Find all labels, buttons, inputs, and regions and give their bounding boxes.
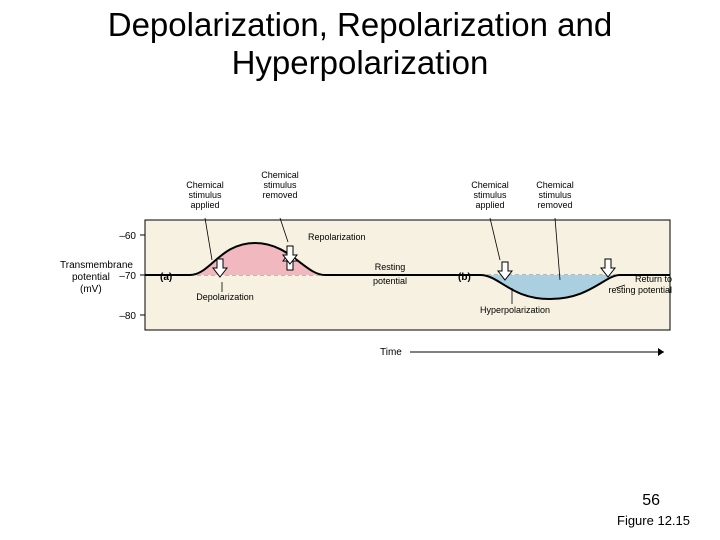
label-stim-removed-b-1: Chemical [536,180,574,190]
label-stim-removed-a-2: stimulus [263,180,297,190]
ytick-label-60: –60 [119,231,136,242]
y-axis-title-3: (mV) [80,284,102,295]
label-hyperpolarization: Hyperpolarization [480,305,550,315]
label-depolarization: Depolarization [196,292,254,302]
x-axis-title: Time [380,347,402,358]
label-stim-applied-a-3: applied [190,200,219,210]
ytick-label-70: –70 [119,271,136,282]
label-stim-applied-b-3: applied [475,200,504,210]
figure-reference: Figure 12.15 [617,513,690,528]
membrane-potential-diagram: –60 –70 –80 Transmembrane potential (mV)… [60,170,700,400]
time-axis-arrowhead [658,348,664,356]
page-number: 56 [642,492,660,510]
label-stim-removed-a-1: Chemical [261,170,299,180]
label-resting-1: Resting [375,262,406,272]
slide-title: Depolarization, Repolarization and Hyper… [0,6,720,82]
label-stim-applied-b-1: Chemical [471,180,509,190]
label-return-1: Return to [635,274,672,284]
title-line-1: Depolarization, Repolarization and [108,6,612,43]
label-stim-applied-b-2: stimulus [473,190,507,200]
y-axis-title-2: potential [72,272,110,283]
label-stim-applied-a-2: stimulus [188,190,222,200]
label-resting-2: potential [373,276,407,286]
panel-b-label: (b) [458,272,471,283]
label-stim-applied-a-1: Chemical [186,180,224,190]
label-repolarization: Repolarization [308,232,366,242]
title-line-2: Hyperpolarization [232,44,489,81]
label-return-2: resting potential [608,285,672,295]
label-stim-removed-b-3: removed [537,200,572,210]
panel-a-label: (a) [160,272,172,283]
ytick-label-80: –80 [119,311,136,322]
label-stim-removed-a-3: removed [262,190,297,200]
label-stim-removed-b-2: stimulus [538,190,572,200]
y-axis-title-1: Transmembrane [60,260,133,271]
